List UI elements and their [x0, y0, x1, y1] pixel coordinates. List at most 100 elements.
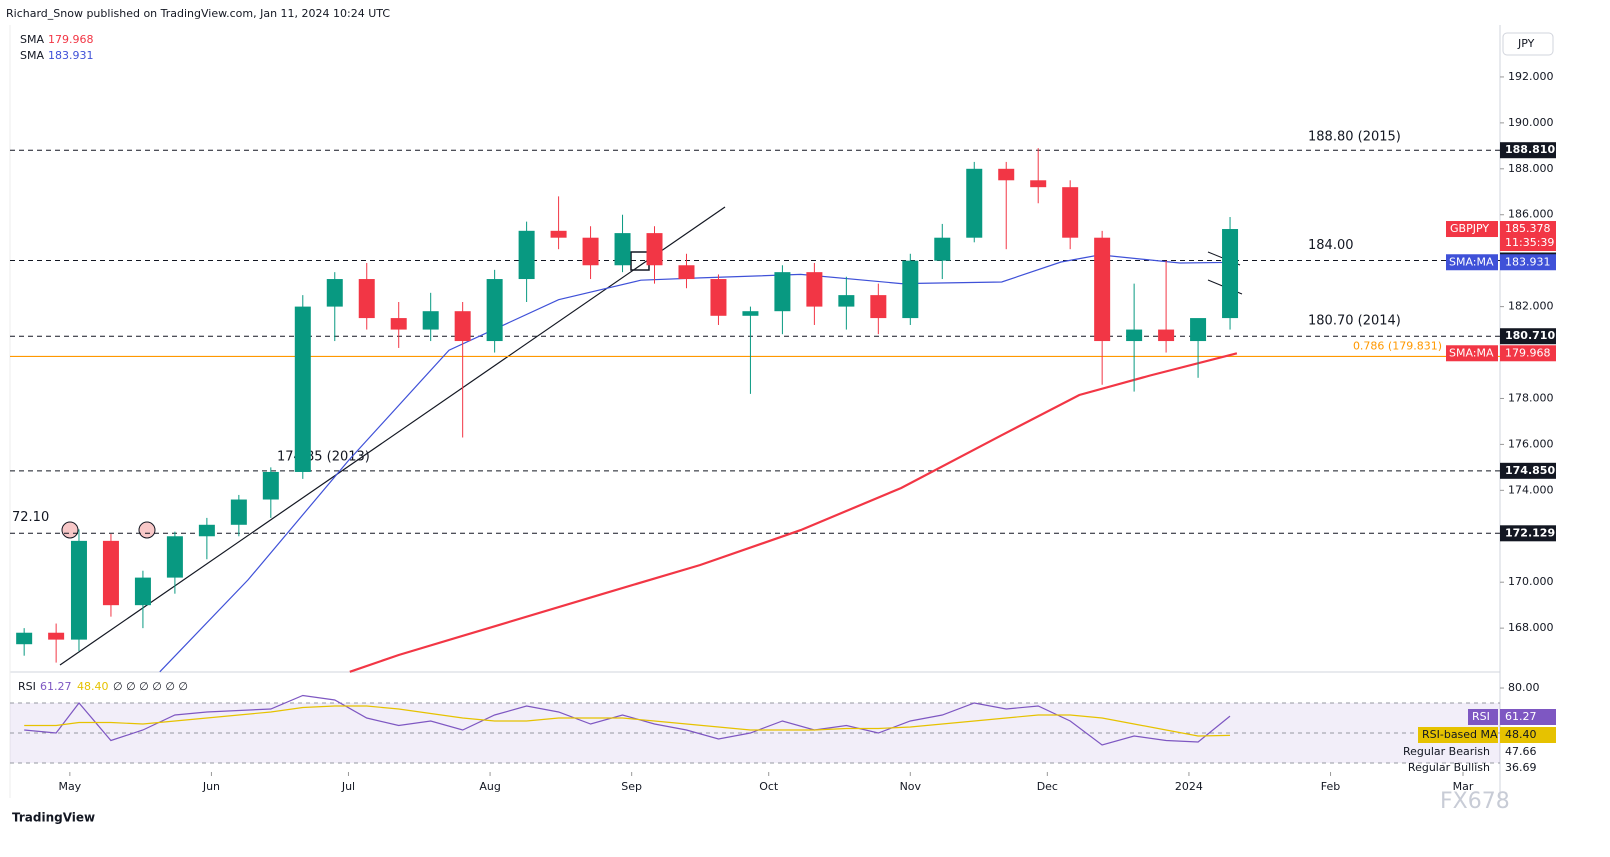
sma-value-box — [1500, 254, 1556, 271]
sma-value-box — [1500, 345, 1556, 362]
level-note: 180.70 (2014) — [1308, 314, 1401, 329]
rsi-value: 48.40 — [1505, 728, 1537, 741]
candle-body — [1222, 229, 1239, 319]
candle-body — [486, 279, 503, 342]
fib-label: 0.786 (179.831) — [1353, 339, 1442, 352]
sma-name: SMA:MA — [1449, 346, 1494, 359]
candle-body — [966, 168, 983, 238]
sma-line — [159, 254, 1237, 673]
candle-body — [134, 577, 151, 606]
x-tick-label: Jun — [202, 780, 220, 793]
legend-sma-name: SMA — [20, 33, 44, 46]
touch-marker — [61, 521, 79, 539]
x-tick-label: 2024 — [1175, 780, 1203, 793]
candle-body — [1190, 318, 1207, 342]
candle-body — [870, 295, 887, 319]
level-box — [1500, 328, 1556, 345]
rsi-name: RSI-based MA — [1422, 728, 1498, 741]
level-label: 172.129 — [1505, 526, 1555, 539]
rsi-value-box — [1500, 727, 1556, 743]
rsi-title: RSI — [18, 680, 36, 693]
divergence-value: 36.69 — [1505, 761, 1537, 774]
candle-body — [710, 279, 727, 316]
rsi-y-tick-label: 80.00 — [1508, 681, 1540, 694]
y-tick-label: 168.000 — [1508, 621, 1554, 634]
candle-body — [646, 233, 663, 266]
currency: JPY — [1517, 37, 1535, 50]
rsi-settings: ∅ ∅ ∅ ∅ ∅ ∅ — [113, 680, 188, 693]
x-tick-label: May — [58, 780, 81, 793]
y-tick-label: 174.000 — [1508, 483, 1554, 496]
symbol-box — [1446, 221, 1498, 238]
x-tick-label: Nov — [900, 780, 922, 793]
level-label: 180.710 — [1505, 329, 1555, 342]
sma-value: 179.968 — [1505, 346, 1551, 359]
candle-body — [326, 279, 343, 307]
sma-line — [349, 352, 1238, 673]
candle-body — [198, 524, 215, 537]
x-tick-label: Oct — [759, 780, 779, 793]
legend-sma-value: 183.931 — [48, 49, 94, 62]
price-box — [1500, 221, 1556, 252]
candle-body — [550, 230, 567, 238]
candle-body — [1126, 329, 1143, 342]
candle-body — [102, 540, 119, 606]
divergence-value: 47.66 — [1505, 745, 1537, 758]
publisher: Richard_Snow published on TradingView.co… — [6, 7, 390, 20]
sma-name-box — [1446, 254, 1498, 271]
level-box — [1500, 462, 1556, 479]
candle-body — [1094, 237, 1111, 342]
candle-body — [1030, 180, 1047, 188]
rsi-line — [24, 705, 1231, 737]
rsi-legend-value: 61.27 — [40, 680, 72, 693]
touch-marker — [138, 521, 156, 539]
rsi-line — [24, 694, 1231, 746]
x-tick-label: Feb — [1321, 780, 1340, 793]
y-tick-label: 190.000 — [1508, 116, 1554, 129]
level-note: 184.00 — [1308, 238, 1354, 253]
candle-body — [1062, 187, 1079, 238]
rsi-name-box — [1418, 727, 1498, 743]
candle-body — [70, 540, 87, 640]
rsi-value: 61.27 — [1505, 710, 1537, 723]
trendline — [59, 206, 726, 666]
candle-body — [230, 499, 247, 525]
divergence-name: Regular Bullish — [1408, 761, 1490, 774]
level-box — [1500, 142, 1556, 159]
level-box — [1500, 525, 1556, 542]
level-label: 188.810 — [1505, 143, 1555, 156]
candle-body — [48, 632, 65, 640]
currency-button[interactable] — [1502, 32, 1554, 56]
logo: TradingView — [12, 811, 95, 825]
candle-body — [614, 233, 631, 266]
candle-body — [518, 230, 535, 280]
y-tick-label: 178.000 — [1508, 391, 1554, 404]
candle-body — [582, 237, 599, 266]
level-note: 188.80 (2015) — [1308, 130, 1401, 145]
sma-name: SMA:MA — [1449, 255, 1494, 268]
legend-sma-name: SMA — [20, 49, 44, 62]
x-tick-label: Dec — [1037, 780, 1058, 793]
candle-body — [358, 279, 375, 319]
x-tick-label: Sep — [621, 780, 642, 793]
candle-body — [806, 272, 823, 307]
last-price: 185.378 — [1505, 222, 1551, 235]
candle-body — [454, 311, 471, 342]
rsi-name: RSI — [1472, 710, 1490, 723]
candle-body — [294, 306, 311, 472]
y-tick-label: 192.000 — [1508, 70, 1554, 83]
x-tick-label: Mar — [1453, 780, 1474, 793]
y-tick-label: 182.000 — [1508, 300, 1554, 313]
candle-body — [262, 471, 279, 500]
candle-body — [838, 295, 855, 307]
candle-body — [742, 311, 759, 316]
rsi-legend-value: 48.40 — [77, 680, 109, 693]
watermark: FX678 — [1440, 789, 1510, 814]
candle-body — [934, 237, 951, 261]
candle-body — [422, 311, 439, 330]
y-tick-label: 186.000 — [1508, 208, 1554, 221]
x-tick-label: Jul — [341, 780, 355, 793]
rsi-value-box — [1500, 709, 1556, 725]
